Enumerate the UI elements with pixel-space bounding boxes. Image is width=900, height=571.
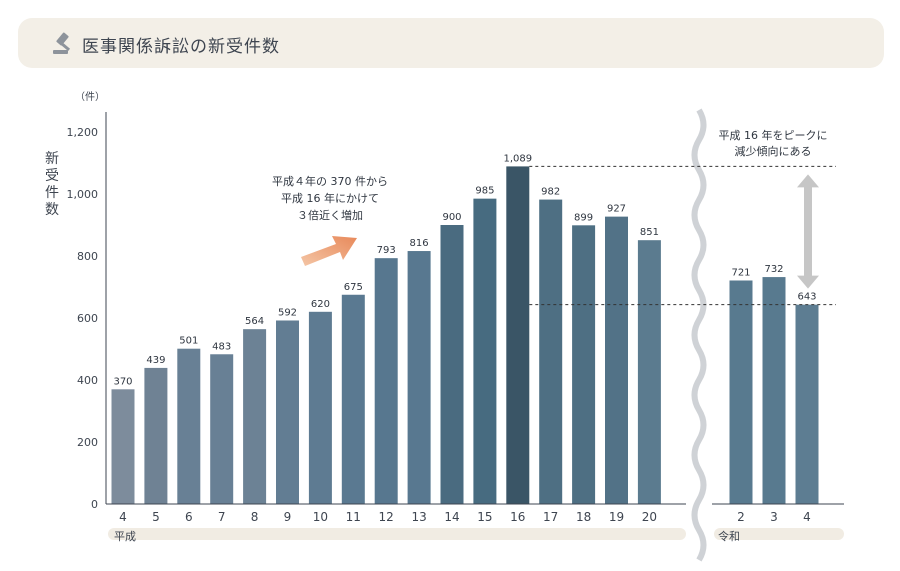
increase-arrow [301, 236, 357, 266]
bar-value-label: 592 [278, 307, 297, 318]
bar [506, 166, 530, 504]
bar [374, 258, 398, 504]
bar-value-label: 675 [344, 282, 363, 293]
x-tick-label: 20 [642, 510, 657, 524]
x-tick-label: 12 [379, 510, 394, 524]
bar-value-label: 816 [410, 238, 429, 249]
y-tick-label: 0 [91, 498, 98, 511]
gavel-icon [53, 32, 71, 54]
x-tick-label: 14 [444, 510, 459, 524]
increase-annotation-line: ３倍近く増加 [297, 208, 363, 222]
era-label-reiwa: 令和 [718, 530, 740, 543]
bar-value-label: 721 [731, 267, 750, 278]
y-axis-title-char: 受 [45, 168, 59, 184]
bar [341, 294, 365, 504]
y-tick-label: 200 [77, 436, 98, 449]
bar [539, 199, 563, 504]
y-tick-label: 1,000 [67, 188, 99, 201]
x-tick-label: 15 [477, 510, 492, 524]
x-tick-label: 17 [543, 510, 558, 524]
title-banner: 医事関係訴訟の新受件数 [18, 18, 884, 68]
y-axis-title-char: 新 [45, 151, 59, 167]
decline-arrow-shaft [804, 186, 812, 277]
y-tick-label: 1,200 [67, 126, 99, 139]
y-tick-label: 400 [77, 374, 98, 387]
bar-value-label: 851 [640, 227, 659, 238]
bar-value-label: 899 [574, 212, 593, 223]
increase-annotation-line: 平成 16 年にかけて [281, 191, 379, 205]
bar-value-label: 927 [607, 204, 626, 215]
x-tick-label: 16 [510, 510, 525, 524]
bar [572, 225, 596, 504]
y-tick-label: 800 [77, 250, 98, 263]
bar [407, 251, 431, 504]
decrease-annotation-line: 減少傾向にある [735, 144, 812, 158]
bar [177, 348, 201, 504]
bar-value-label: 643 [797, 292, 816, 303]
bar [111, 389, 135, 504]
bar [795, 304, 819, 504]
x-tick-label: 19 [609, 510, 624, 524]
x-tick-label: 13 [411, 510, 426, 524]
decline-arrow-head-up [797, 174, 819, 188]
y-tick-label: 600 [77, 312, 98, 325]
bar-value-label: 732 [764, 264, 783, 275]
x-tick-label: 9 [284, 510, 292, 524]
x-tick-label: 11 [346, 510, 361, 524]
bar [210, 354, 234, 504]
bar-value-label: 439 [146, 355, 165, 366]
x-tick-label: 6 [185, 510, 193, 524]
bar-value-label: 1,089 [503, 153, 532, 164]
x-tick-label: 10 [313, 510, 328, 524]
x-tick-label: 18 [576, 510, 591, 524]
bar-value-label: 793 [377, 245, 396, 256]
bar-value-label: 620 [311, 299, 330, 310]
bar-value-label: 483 [212, 341, 231, 352]
era-bar-heisei [108, 528, 686, 540]
y-axis-title-char: 数 [45, 202, 59, 218]
axis-break-wave [691, 108, 707, 562]
bar [729, 280, 753, 504]
bar-value-label: 900 [442, 212, 461, 223]
bar-value-label: 370 [113, 376, 132, 387]
bar-value-label: 564 [245, 316, 264, 327]
page-title: 医事関係訴訟の新受件数 [82, 37, 280, 57]
y-axis-title-char: 件 [45, 185, 59, 201]
increase-annotation-line: 平成４年の 370 件から [272, 174, 388, 188]
bar [440, 225, 464, 504]
bar [308, 311, 332, 504]
bar [276, 320, 299, 504]
bar [473, 198, 497, 504]
decrease-annotation-line: 平成 16 年をピークに [719, 128, 828, 142]
bar [243, 329, 267, 504]
bar [762, 277, 786, 504]
bar-value-label: 501 [179, 336, 198, 347]
bar-value-label: 985 [475, 186, 494, 197]
era-label-heisei: 平成 [114, 530, 136, 543]
x-tick-label: 3 [770, 510, 778, 524]
bar [144, 367, 168, 504]
x-tick-label: 8 [251, 510, 259, 524]
bar [605, 216, 628, 504]
decline-arrow-head-down [797, 275, 819, 289]
x-tick-label: 4 [119, 510, 127, 524]
x-tick-label: 5 [152, 510, 160, 524]
x-tick-label: 2 [737, 510, 745, 524]
bar-value-label: 982 [541, 187, 560, 198]
x-tick-label: 4 [803, 510, 811, 524]
bar [637, 240, 661, 504]
y-unit-label: （件） [75, 91, 105, 103]
era-bar-reiwa [714, 528, 844, 540]
x-tick-label: 7 [218, 510, 226, 524]
